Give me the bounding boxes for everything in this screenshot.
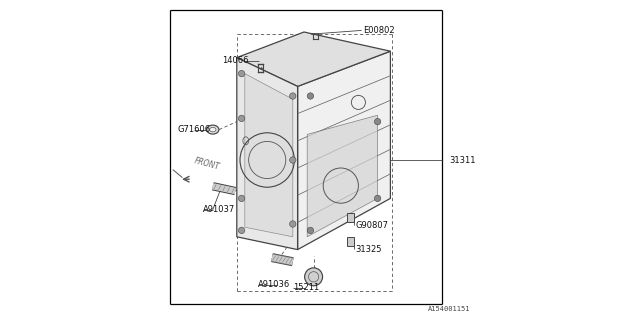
Circle shape [305, 268, 323, 286]
Text: 31325: 31325 [355, 245, 381, 254]
Polygon shape [245, 74, 292, 237]
Circle shape [307, 93, 314, 99]
Text: G90807: G90807 [355, 221, 388, 230]
Polygon shape [347, 213, 355, 222]
Polygon shape [298, 51, 390, 250]
Circle shape [238, 227, 244, 234]
Circle shape [238, 115, 244, 122]
Ellipse shape [210, 127, 216, 132]
Text: A91036: A91036 [258, 280, 290, 289]
Ellipse shape [207, 125, 219, 134]
Circle shape [374, 195, 381, 202]
Circle shape [238, 195, 244, 202]
Circle shape [289, 93, 296, 99]
Polygon shape [347, 237, 355, 246]
Text: A91037: A91037 [204, 205, 236, 214]
Circle shape [374, 118, 381, 125]
Circle shape [289, 221, 296, 227]
Circle shape [307, 227, 314, 234]
Text: E00802: E00802 [364, 26, 395, 35]
Circle shape [238, 70, 244, 77]
Polygon shape [237, 58, 298, 250]
Text: G71606: G71606 [178, 125, 211, 134]
Polygon shape [237, 32, 390, 86]
Text: 31311: 31311 [450, 156, 476, 164]
Circle shape [289, 157, 296, 163]
Text: FRONT: FRONT [193, 156, 221, 171]
Text: 14066: 14066 [223, 56, 249, 65]
Text: A154001151: A154001151 [428, 306, 470, 312]
Text: 15211: 15211 [292, 284, 319, 292]
Polygon shape [307, 115, 378, 237]
